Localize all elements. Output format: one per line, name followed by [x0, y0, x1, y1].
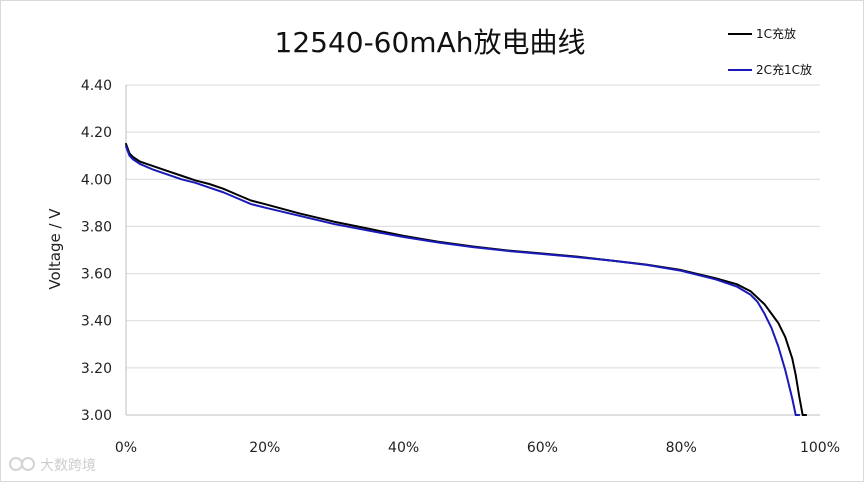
- logo-icon: [9, 457, 35, 471]
- legend: 1C充放 2C充1C放: [728, 26, 812, 77]
- y-tick-label: 4.00: [81, 172, 112, 188]
- watermark-text: 大数跨境: [40, 458, 96, 474]
- x-tick-label: 60%: [527, 440, 558, 456]
- chart-title: 12540-60mAh放电曲线: [275, 26, 586, 59]
- y-tick-label: 3.60: [81, 267, 112, 283]
- x-tick-label: 0%: [115, 440, 137, 456]
- x-tick-label: 80%: [666, 440, 697, 456]
- y-axis-title: Voltage / V: [46, 208, 64, 290]
- axis-layer: 3.00 3.20 3.40 3.60 3.80 4.00 4.20 4.40 0% 20% 40%…: [81, 78, 840, 456]
- grid-layer: [126, 84, 820, 369]
- watermark: 大数跨境: [9, 457, 96, 474]
- x-tick-label: 20%: [249, 440, 280, 456]
- x-tick-label: 100%: [800, 440, 840, 456]
- y-tick-label: 3.80: [81, 219, 112, 235]
- y-tick-label: 4.20: [81, 125, 112, 141]
- y-tick-label: 3.20: [81, 361, 112, 377]
- y-tick-label: 3.00: [81, 408, 112, 424]
- y-tick-label: 3.40: [81, 314, 112, 330]
- x-tick-label: 40%: [388, 440, 419, 456]
- legend-label-1c: 1C充放: [756, 26, 796, 41]
- y-tick-label: 4.40: [81, 78, 112, 94]
- legend-label-2c1c: 2C充1C放: [756, 62, 812, 77]
- series-layer: [125, 142, 808, 416]
- series-line-1: [125, 145, 801, 416]
